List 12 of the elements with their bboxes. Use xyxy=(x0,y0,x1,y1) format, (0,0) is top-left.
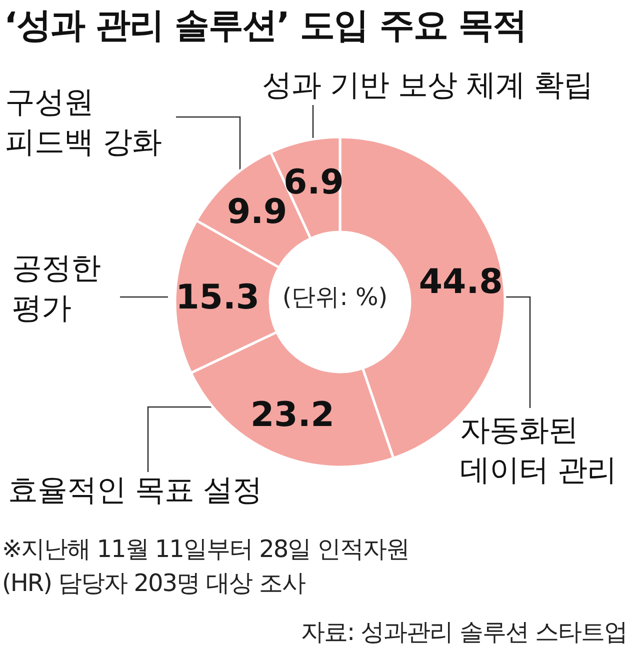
slice-label: 효율적인 목표 설정 xyxy=(8,473,262,508)
text: (단위: %) xyxy=(282,283,388,311)
data-label: 44.8 xyxy=(418,262,503,302)
chart-title: ‘성과 관리 솔루션’ 도입 주요 목적 xyxy=(4,5,527,48)
data-label: 15.3 xyxy=(176,278,260,318)
slice-label: 자동화된 데이터 관리 xyxy=(460,413,617,488)
data-label: 23.2 xyxy=(250,394,334,435)
slice-label: 성과 기반 보상 체계 확립 xyxy=(262,68,594,103)
slice-label: 공정한 평가 xyxy=(12,251,101,326)
text: 자료: 성과관리 솔루션 스타트업 xyxy=(301,617,627,648)
slice-label: 구성원 피드백 강화 xyxy=(5,85,162,160)
text: ※지난해 11월 11일부터 28일 인적자원(HR) 담당자 203명 대상 조사 xyxy=(2,534,410,599)
